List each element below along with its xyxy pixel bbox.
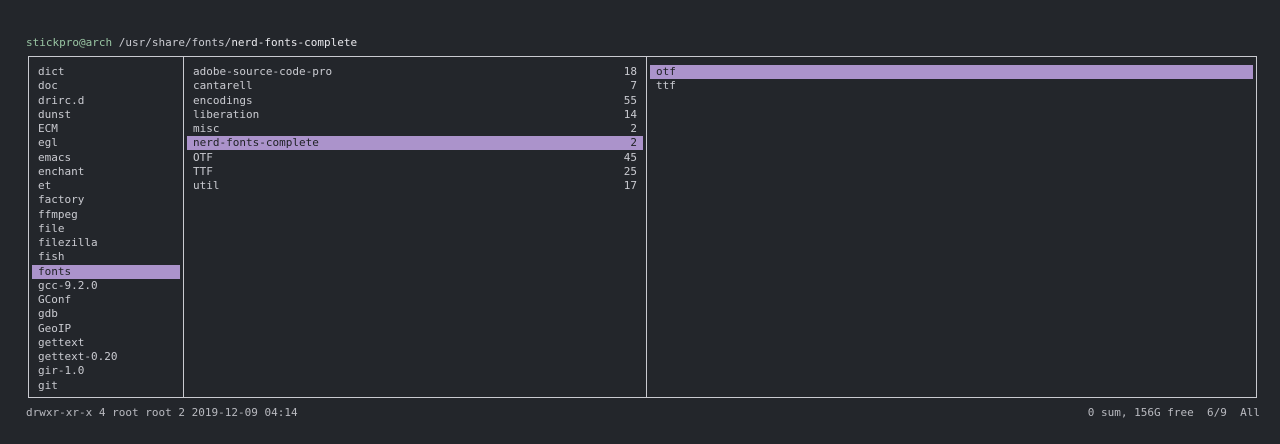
entry-count: 18 (623, 65, 637, 78)
entry[interactable]: misc 2 (187, 122, 643, 136)
entry-name: nerd-fonts-complete (193, 136, 319, 150)
entry[interactable]: GeoIP (32, 322, 180, 336)
entry-name: gdb (38, 307, 58, 321)
entry[interactable]: gdb (32, 307, 180, 321)
entry-name: fonts (38, 264, 72, 278)
entry[interactable]: TTF 25 (187, 165, 643, 179)
entry[interactable]: drirc.d (32, 94, 180, 108)
current-dir: nerd-fonts-complete (231, 36, 358, 49)
entry-name: emacs (38, 150, 72, 164)
entry[interactable]: util 17 (187, 179, 643, 193)
entry-name: egl (38, 136, 58, 150)
entry[interactable]: ECM (32, 122, 180, 136)
entry-name: gir-1.0 (38, 364, 85, 378)
entry[interactable]: et (32, 179, 180, 193)
position: 6/9 (1207, 406, 1227, 419)
entry[interactable]: dict (32, 65, 180, 79)
header: stickpro@arch /usr/share/fonts/nerd-font… (26, 36, 357, 49)
entry[interactable]: egl (32, 136, 180, 150)
entry-name: util (193, 179, 220, 192)
entry-name: cantarell (193, 79, 253, 93)
entry-name: ffmpeg (38, 207, 78, 221)
entry-name: ttf (656, 79, 676, 93)
entry-name: dict (38, 65, 65, 78)
entry-name: factory (38, 193, 85, 207)
disk: 0 sum, 156G free (1087, 406, 1194, 419)
group: root (145, 406, 172, 419)
entry[interactable]: filezilla (32, 236, 180, 250)
entry[interactable]: liberation 14 (187, 108, 643, 122)
entry-name: TTF (193, 164, 213, 178)
status-left: drwxr-xr-x 4 root root 2 2019-12-09 04:1… (26, 406, 298, 419)
entry-name: ECM (38, 122, 58, 135)
selected-entry[interactable]: nerd-fonts-complete 2 (187, 136, 643, 151)
entry-name: et (38, 179, 52, 192)
selected-entry[interactable]: otf (650, 65, 1253, 79)
entry-name: doc (38, 79, 58, 93)
entry-name: encodings (193, 93, 253, 107)
status-right: 0 sum, 156G free 6/9 All (1088, 406, 1260, 419)
path: /usr/share/fonts/ (118, 36, 232, 49)
entry-name: liberation (193, 107, 260, 121)
entry-name: adobe-source-code-pro (193, 65, 333, 78)
entry[interactable]: doc (32, 79, 180, 93)
selected-entry[interactable]: fonts (32, 264, 180, 279)
size: 2 (178, 406, 185, 419)
entry-count: 25 (623, 164, 637, 178)
entry-name: file (38, 221, 65, 235)
entry-name: filezilla (38, 236, 98, 249)
entry-count: 7 (630, 79, 637, 93)
entry-count: 2 (630, 122, 637, 135)
entry-name: misc (193, 122, 220, 135)
preview-pane: otf ttf (646, 57, 1256, 397)
entry-name: fish (38, 250, 65, 264)
entry-count: 14 (623, 107, 637, 121)
entry-name: enchant (38, 164, 85, 178)
permissions: drwxr-xr-x (26, 406, 93, 419)
user: stickpro@arch (26, 36, 113, 49)
entry-name: gcc-9.2.0 (38, 278, 98, 292)
entry-name: git (38, 378, 58, 392)
entry[interactable]: encodings 55 (187, 94, 643, 108)
entry-count: 17 (623, 179, 637, 192)
entry[interactable]: gettext (32, 336, 180, 350)
current-pane: adobe-source-code-pro 18 cantarell 7 encodin… (183, 57, 646, 397)
links: 4 (98, 406, 106, 419)
entry-count: 45 (623, 150, 637, 164)
entry[interactable]: fish (32, 250, 180, 264)
entry[interactable]: git (32, 379, 180, 393)
entry-name: gettext-0.20 (38, 350, 118, 363)
entry-name: otf (656, 65, 676, 78)
entry[interactable]: GConf (32, 293, 180, 307)
entry-name: OTF (193, 150, 213, 164)
entry[interactable]: gcc-9.2.0 (32, 279, 180, 293)
entry-name: GConf (38, 293, 72, 306)
entry[interactable]: OTF 45 (187, 151, 643, 165)
entry[interactable]: emacs (32, 151, 180, 165)
panes: dict doc drirc.d dunst ECM egl emacs enchant et f… (28, 56, 1257, 398)
entry-name: dunst (38, 107, 72, 121)
parent-pane: dict doc drirc.d dunst ECM egl emacs enchant et f… (29, 57, 183, 397)
entry[interactable]: ffmpeg (32, 208, 180, 222)
entry[interactable]: gir-1.0 (32, 364, 180, 378)
owner: root (112, 406, 139, 419)
entry[interactable]: file (32, 222, 180, 236)
entry-name: gettext (38, 335, 85, 349)
entry-count: 55 (623, 93, 637, 107)
scroll: All (1240, 406, 1260, 419)
entry-name: GeoIP (38, 321, 72, 335)
entry[interactable]: gettext-0.20 (32, 350, 180, 364)
entry[interactable]: dunst (32, 108, 180, 122)
modified: 2019-12-09 04:14 (191, 406, 298, 419)
entry[interactable]: enchant (32, 165, 180, 179)
entry[interactable]: adobe-source-code-pro 18 (187, 65, 643, 79)
entry[interactable]: factory (32, 193, 180, 207)
entry[interactable]: cantarell 7 (187, 79, 643, 93)
entry[interactable]: ttf (650, 79, 1253, 93)
entry-name: drirc.d (38, 93, 85, 107)
entry-count: 2 (630, 136, 637, 150)
